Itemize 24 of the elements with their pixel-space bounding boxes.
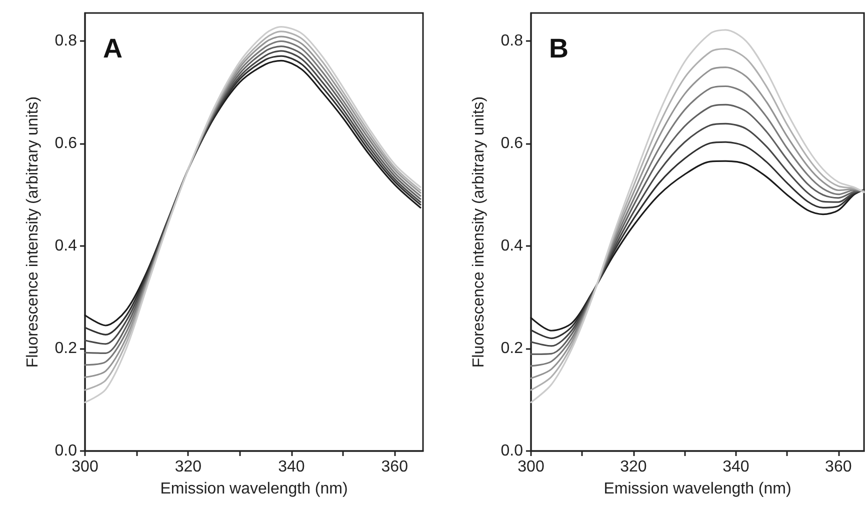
x-tick-label: 340: [278, 458, 305, 476]
y-tick-label: 0.2: [54, 340, 78, 358]
annotation: A: [103, 34, 122, 64]
y-tick-label: 0.6: [54, 135, 78, 152]
x-tick-label: 320: [620, 458, 647, 476]
y-axis-title: Fluorescence intensity (arbitrary units): [470, 96, 488, 368]
y-axis-title: Fluorescence intensity (arbitrary units): [24, 96, 42, 368]
y-tick-label: 0.0: [500, 442, 524, 460]
x-tick-label: 300: [518, 458, 544, 476]
x-tick-label: 340: [722, 458, 750, 476]
x-tick-label: 360: [381, 458, 408, 476]
y-tick-label: 0.6: [500, 135, 524, 152]
y-tick-label: 0.4: [54, 238, 78, 255]
annotation: B: [549, 34, 568, 64]
x-tick-label: 360: [825, 458, 852, 476]
y-tick-label: 0.8: [500, 32, 524, 50]
y-tick-label: 0.8: [54, 32, 78, 50]
y-tick-label: 0.4: [500, 238, 524, 255]
x-axis-title: Emission wavelength (nm): [604, 480, 792, 498]
x-tick-label: 320: [174, 458, 202, 476]
y-tick-label: 0.2: [500, 340, 524, 358]
x-axis-title: Emission wavelength (nm): [160, 480, 348, 498]
x-tick-label: 300: [72, 458, 98, 476]
y-tick-label: 0.0: [54, 442, 78, 460]
